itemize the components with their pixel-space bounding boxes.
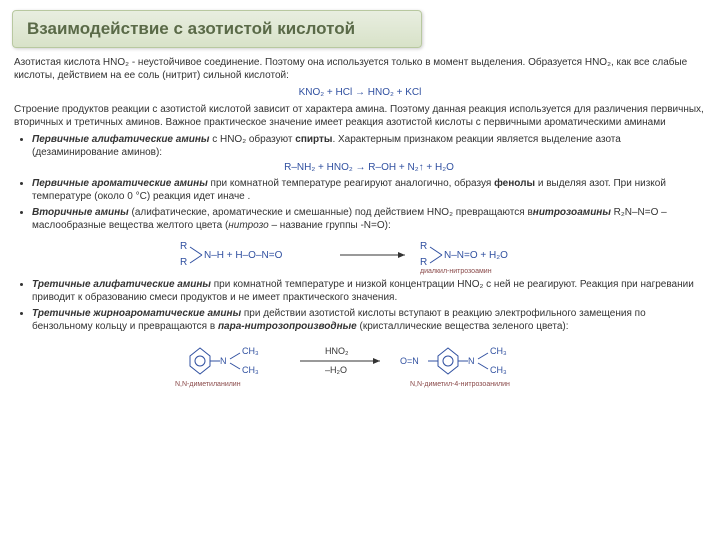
svg-text:R: R — [180, 241, 187, 252]
svg-text:N–H + H–O–N=O: N–H + H–O–N=O — [204, 250, 283, 261]
txt: пара-нитрозопроизводные — [218, 321, 357, 332]
svg-text:CH₃: CH₃ — [242, 346, 259, 356]
txt: (алифатические, ароматические и смешанны… — [129, 207, 533, 218]
txt: нитрозоамины — [533, 207, 611, 218]
secondary-amines: Вторичные амины (алифатические, ароматич… — [32, 206, 706, 232]
primary-aliphatic-strong: Первичные алифатические амины — [32, 134, 209, 145]
tertiary-aromatic: Третичные жирноароматические амины при д… — [32, 307, 706, 333]
slide-content: Азотистая кислота HNO₂ - неустойчивое со… — [0, 56, 720, 391]
equation-1: KNO₂ + HCl → HNO₂ + KCl — [14, 86, 706, 99]
primary-list: Первичные алифатические амины с HNO₂ обр… — [14, 133, 706, 203]
txt: нитрозо — [228, 220, 268, 231]
header-title: Взаимодействие с азотистой кислотой — [27, 19, 355, 38]
txt: спирты — [295, 134, 332, 145]
secondary-list: Вторичные амины (алифатические, ароматич… — [14, 206, 706, 232]
intro-p2: Строение продуктов реакции с азотистой к… — [14, 103, 706, 129]
primary-aromatic: Первичные ароматические амины при комнат… — [32, 177, 706, 203]
txt: (кристаллические вещества зеленого цвета… — [357, 321, 569, 332]
secondary-strong: Вторичные амины — [32, 207, 129, 218]
tertiary-list: Третичные алифатические амины при комнат… — [14, 278, 706, 333]
txt: с HNO₂ образуют — [209, 134, 295, 145]
svg-text:N: N — [468, 356, 475, 366]
txt: при комнатной температуре реагируют анал… — [208, 178, 494, 189]
equation-2: R–NH₂ + HNO₂ → R–OH + N₂↑ + H₂O — [32, 161, 706, 174]
svg-text:диалкил-нитрозоамин: диалкил-нитрозоамин — [420, 268, 492, 275]
primary-aromatic-strong: Первичные ароматические амины — [32, 178, 208, 189]
svg-text:HNO₂: HNO₂ — [325, 346, 349, 356]
svg-text:–H₂O: –H₂O — [325, 365, 347, 375]
intro-p1: Азотистая кислота HNO₂ - неустойчивое со… — [14, 56, 706, 82]
slide-header: Взаимодействие с азотистой кислотой — [12, 10, 422, 48]
svg-text:R: R — [180, 257, 187, 268]
primary-aliphatic: Первичные алифатические амины с HNO₂ обр… — [32, 133, 706, 174]
svg-text:O=N: O=N — [400, 356, 419, 366]
nitroso-reaction-svg: R R N–H + H–O–N=O R R N–N=O + H₂O диалки… — [120, 235, 600, 275]
txt: фенолы — [494, 178, 535, 189]
svg-text:N–N=O + H₂O: N–N=O + H₂O — [444, 250, 508, 261]
svg-text:N,N-диметил-4-нитрозоанилин: N,N-диметил-4-нитрозоанилин — [410, 381, 510, 388]
tertiary-aromatic-strong: Третичные жирноароматические амины — [32, 308, 241, 319]
svg-text:N,N-диметиланилин: N,N-диметиланилин — [175, 381, 241, 388]
para-nitroso-reaction-svg: N CH₃ CH₃ N,N-диметиланилин HNO₂ –H₂O O=… — [80, 336, 640, 391]
svg-text:CH₃: CH₃ — [242, 365, 259, 375]
svg-text:N: N — [220, 356, 227, 366]
tertiary-aliphatic-strong: Третичные алифатические амины — [32, 279, 211, 290]
tertiary-aliphatic: Третичные алифатические амины при комнат… — [32, 278, 706, 304]
svg-text:CH₃: CH₃ — [490, 365, 507, 375]
svg-text:CH₃: CH₃ — [490, 346, 507, 356]
svg-text:R: R — [420, 241, 427, 252]
svg-text:R: R — [420, 257, 427, 268]
txt: – название группы -N=O): — [269, 220, 391, 231]
